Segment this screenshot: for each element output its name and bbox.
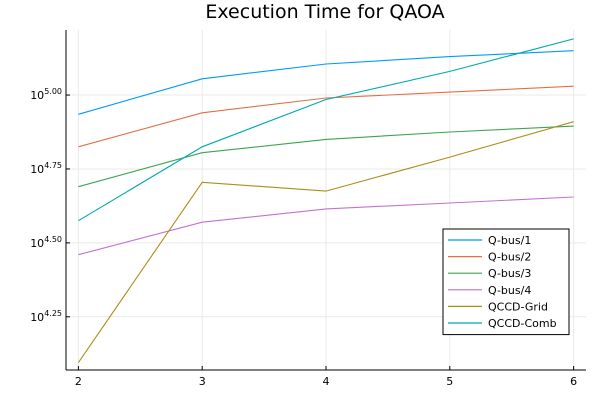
x-tick-label: 6 [570,375,577,388]
y-tick-base: 10 [30,237,44,250]
y-tick-base: 10 [30,163,44,176]
y-tick-label: 104.25 [30,309,62,324]
y-tick-exponent: 4.50 [44,235,62,244]
series-line-q-bus-2 [78,85,574,148]
series-line-qccd-comb [78,38,574,222]
series-line-q-bus-1 [78,50,574,115]
series-line-q-bus-4 [78,196,574,256]
y-tick-base: 10 [30,311,44,324]
legend-label: Q-bus/3 [488,267,531,280]
x-tick-label: 3 [199,375,206,388]
grid-layer [66,30,586,370]
series-line-q-bus-3 [78,125,574,188]
legend-label: Q-bus/4 [488,284,531,297]
chart-title: Execution Time for QAOA [205,1,444,23]
y-tick-label: 104.50 [30,235,62,250]
y-tick-label: 104.75 [30,161,62,176]
legend-label: QCCD-Grid [488,300,548,313]
y-tick-exponent: 5.00 [44,87,62,96]
legend-box [442,228,570,336]
legend-label: QCCD-Comb [488,317,557,330]
legend-label: Q-bus/2 [488,251,531,264]
x-tick-label: 2 [75,375,82,388]
y-tick-exponent: 4.75 [44,161,62,170]
legend: Q-bus/1 Q-bus/2 Q-bus/3 Q-bus/4 QCCD-Grid QCC… [442,228,570,336]
x-tick-label: 5 [446,375,453,388]
y-tick-exponent: 4.25 [44,309,62,318]
x-tick-label: 4 [323,375,330,388]
y-tick-base: 10 [30,89,44,102]
series-layer [77,38,574,363]
y-tick-label: 105.00 [30,87,62,102]
series-line-qccd-grid [77,121,574,363]
legend-label: Q-bus/1 [488,234,531,247]
